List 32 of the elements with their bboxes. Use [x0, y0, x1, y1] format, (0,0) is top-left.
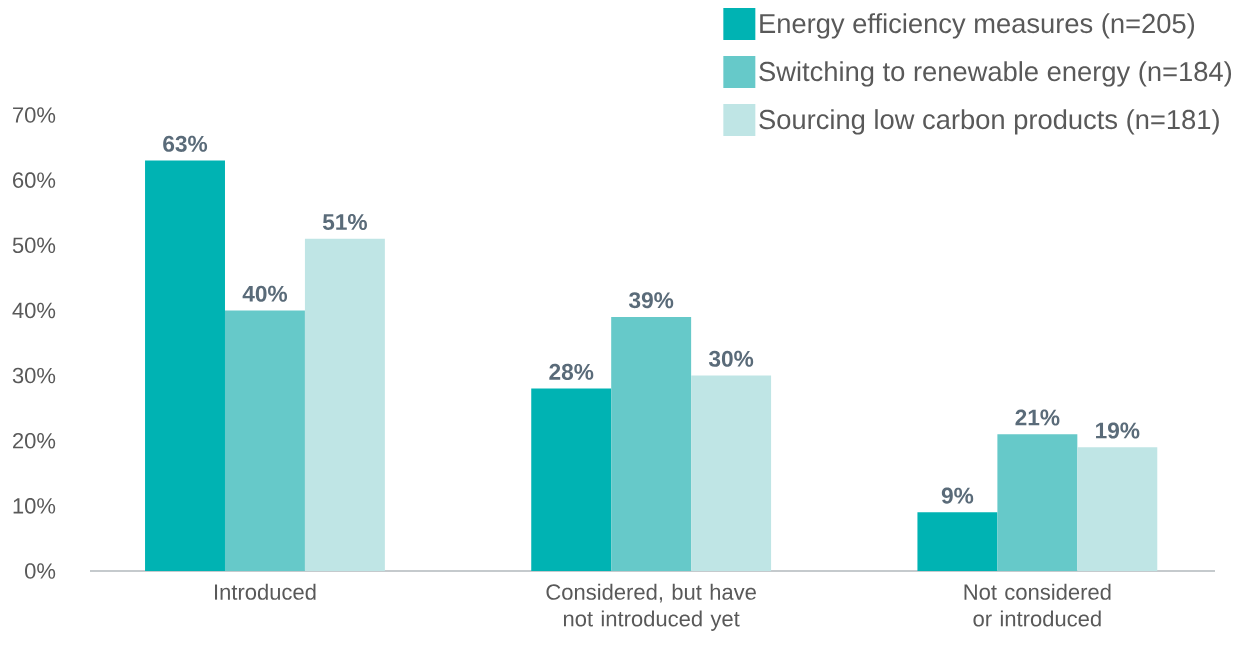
- data-label: 9%: [941, 487, 974, 504]
- y-tick-label: 60%: [13, 172, 56, 188]
- x-tick-label: Introduced: [215, 583, 316, 600]
- y-tick-label: 0%: [25, 563, 56, 579]
- bar: [691, 375, 772, 571]
- y-tick-label: 70%: [13, 107, 56, 123]
- bar: [531, 388, 612, 571]
- bar: [611, 316, 692, 571]
- data-label: 30%: [708, 350, 754, 367]
- data-label: 63%: [163, 135, 208, 152]
- y-tick-label: 30%: [12, 367, 56, 384]
- bar: [1077, 447, 1158, 571]
- y-tick-label: 40%: [12, 302, 56, 319]
- y-tick-label: 20%: [13, 432, 56, 449]
- legend-label: Switching to renewable energy (n=184): [759, 61, 1232, 87]
- bar: [145, 160, 225, 571]
- y-tick-label: 10%: [13, 498, 56, 514]
- bar: [304, 238, 385, 571]
- data-label: 40%: [242, 285, 288, 302]
- legend-label: Energy efficiency measures (n=205): [760, 13, 1195, 39]
- data-label: 39%: [629, 292, 674, 309]
- data-label: 28%: [549, 363, 594, 380]
- x-tick-label: Considered, but have not introduced yet: [546, 583, 756, 631]
- data-label: 51%: [322, 214, 367, 231]
- bar: [224, 310, 305, 571]
- bar: [997, 434, 1078, 571]
- bar: [917, 512, 998, 571]
- data-label: 19%: [1096, 422, 1140, 439]
- legend-label: Sourcing low carbon products (n=181): [759, 109, 1219, 135]
- data-label: 21%: [1015, 409, 1060, 426]
- y-tick-label: 50%: [12, 237, 56, 254]
- x-tick-label: Not considered or introduced: [964, 583, 1111, 627]
